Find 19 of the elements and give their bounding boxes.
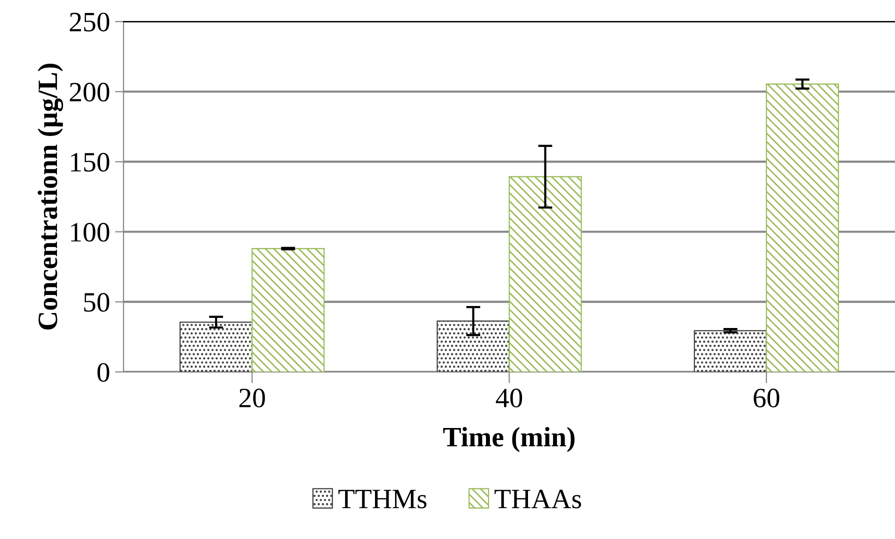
x-tick-label: 40 — [496, 388, 522, 408]
y-tick-label: 200 — [70, 82, 110, 102]
x-tick-label: 20 — [239, 388, 265, 408]
x-tick-label: 60 — [754, 388, 780, 408]
bar — [508, 176, 582, 372]
y-tick-label: 250 — [70, 12, 110, 32]
y-tick-label: 150 — [71, 152, 110, 172]
legend-label: TTHMs — [338, 490, 426, 508]
y-tick-label: 50 — [84, 293, 110, 312]
legend-label: THAAs — [494, 490, 582, 508]
y-axis-title: Concentrationn (µg/L) — [38, 64, 64, 330]
bar — [252, 248, 325, 372]
x-axis-title: Time (min) — [443, 426, 575, 452]
y-tick-label: 0 — [97, 363, 110, 382]
bar — [436, 320, 510, 372]
bar — [180, 322, 253, 372]
bar — [694, 330, 767, 372]
bar — [766, 84, 839, 372]
y-tick-label: 100 — [71, 222, 110, 242]
